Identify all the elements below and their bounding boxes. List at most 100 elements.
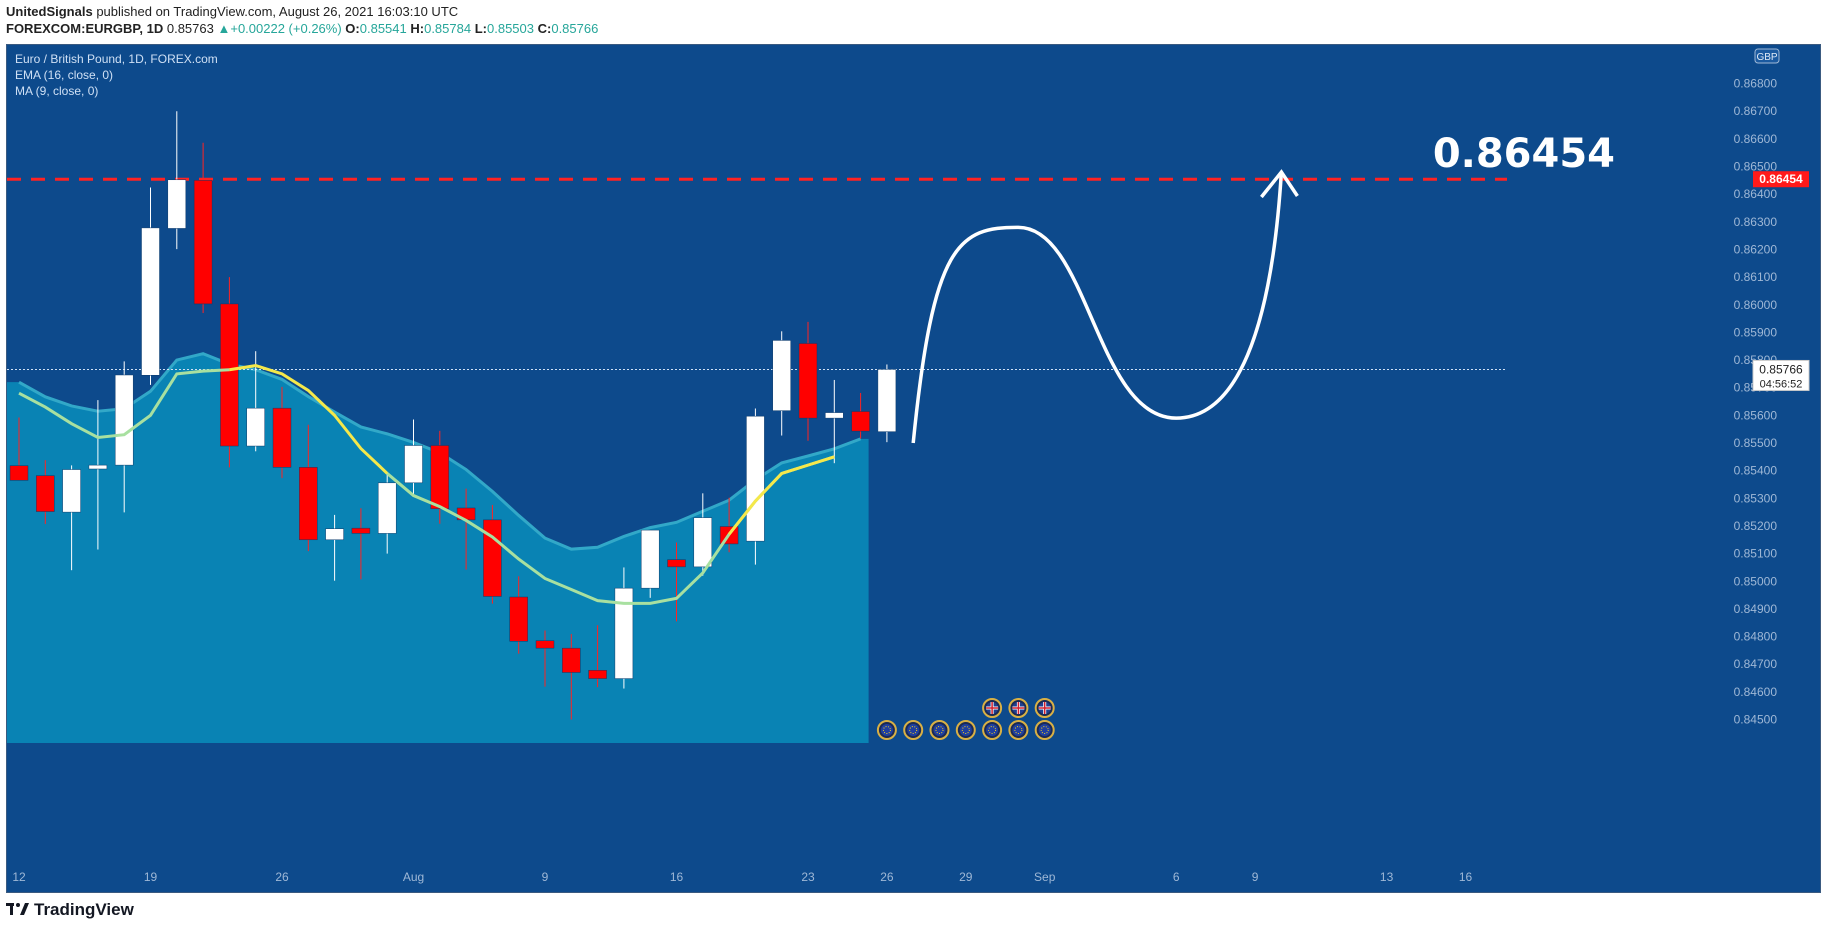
target-price-tag: 0.86454 <box>1753 171 1809 188</box>
time-tick-label: Aug <box>403 870 424 884</box>
bearish-candle[interactable] <box>272 407 292 468</box>
price-tick-label: 0.86600 <box>1734 132 1778 146</box>
bearish-candle[interactable] <box>535 640 555 649</box>
time-tick-label: 29 <box>959 870 973 884</box>
bullish-candle[interactable] <box>325 528 344 541</box>
currency-badge-text: GBP <box>1756 52 1777 63</box>
price-chart[interactable]: 0.84500 0.84600 0.84700 0.84800 0.84900 0.850… <box>7 45 1820 892</box>
eu-flag-icon[interactable] <box>1008 720 1029 740</box>
bearish-candle[interactable] <box>351 527 371 534</box>
price-tick-label: 0.84600 <box>1734 685 1778 699</box>
bearish-candle[interactable] <box>299 467 318 541</box>
bullish-candle[interactable] <box>404 445 423 484</box>
time-tick-label: 12 <box>12 870 26 884</box>
current-price-tag: 0.85766 04:56:52 <box>1752 359 1810 391</box>
bullish-candle[interactable] <box>772 340 791 411</box>
ema-fill-area <box>7 45 1557 892</box>
price-tick-label: 0.86800 <box>1734 77 1778 91</box>
projection-layer <box>911 169 1299 444</box>
uk-flag-icon[interactable] <box>1034 698 1055 718</box>
price-tick-label: 0.86700 <box>1734 104 1778 118</box>
change-arrow-icon: ▲ <box>217 21 231 36</box>
bearish-candle[interactable] <box>667 559 686 568</box>
bullish-candle[interactable] <box>62 469 81 513</box>
legend-ma[interactable]: MA (9, close, 0) <box>15 84 98 98</box>
eu-flag-icon[interactable] <box>903 720 924 740</box>
ma-line-segment <box>727 455 835 536</box>
time-axis[interactable]: 12 19 26 Aug 9 16 23 26 29 Sep 6 9 13 16 <box>12 870 1472 884</box>
price-tick-label: 0.86100 <box>1734 270 1778 284</box>
bearish-candle[interactable] <box>851 411 870 432</box>
indicator-lines-layer <box>18 364 835 605</box>
eu-flag-icon[interactable] <box>955 720 976 740</box>
projection-path[interactable] <box>911 171 1284 444</box>
bullish-candle[interactable] <box>377 482 397 534</box>
symbol-info-bar: FOREXCOM:EURGBP, 1D 0.85763 ▲+0.00222 (+… <box>6 21 598 36</box>
bearish-candle[interactable] <box>509 596 528 642</box>
arrow-head-icon <box>1260 169 1299 199</box>
bearish-candle[interactable] <box>430 445 450 510</box>
bullish-candle[interactable] <box>825 412 844 419</box>
price-tick-label: 0.85300 <box>1734 491 1778 505</box>
bullish-candle[interactable] <box>746 415 765 542</box>
chart-panel[interactable]: 0.84500 0.84600 0.84700 0.84800 0.84900 0.850… <box>6 44 1821 893</box>
eu-flag-icon[interactable] <box>982 720 1003 740</box>
bullish-candle[interactable] <box>877 369 897 432</box>
bearish-candle[interactable] <box>36 475 55 512</box>
published-text: published on TradingView.com, August 26,… <box>96 4 459 19</box>
publisher-name[interactable]: UnitedSignals <box>6 4 93 19</box>
low-label: L: <box>474 21 487 36</box>
publish-info: UnitedSignals published on TradingView.c… <box>6 4 458 19</box>
ma-line-segment <box>18 368 230 440</box>
time-tick-label: 26 <box>880 870 894 884</box>
price-tick-label: 0.86400 <box>1734 187 1778 201</box>
bullish-candle[interactable] <box>614 587 634 679</box>
price-change: +0.00222 (+0.26%) <box>230 21 342 36</box>
ema-area-fill <box>7 353 869 743</box>
bullish-candle[interactable] <box>114 374 134 466</box>
time-tick-label: Sep <box>1034 870 1056 884</box>
price-tick-label: 0.86200 <box>1734 242 1778 256</box>
price-tick-label: 0.85500 <box>1734 436 1778 450</box>
time-tick-label: 9 <box>1252 870 1259 884</box>
time-tick-label: 23 <box>801 870 815 884</box>
price-tick-label: 0.86000 <box>1734 298 1778 312</box>
bullish-candle[interactable] <box>141 227 160 376</box>
high-value: 0.85784 <box>424 21 472 36</box>
bullish-candle[interactable] <box>88 464 108 470</box>
bearish-candle[interactable] <box>193 180 213 305</box>
open-label: O: <box>345 21 360 36</box>
price-tick-label: 0.85900 <box>1734 325 1778 339</box>
bearish-candle[interactable] <box>220 303 239 447</box>
bearish-candle[interactable] <box>588 670 607 679</box>
close-label: C: <box>537 21 552 36</box>
bullish-candle[interactable] <box>167 179 187 229</box>
bearish-candle[interactable] <box>9 465 29 481</box>
price-axis[interactable]: 0.84500 0.84600 0.84700 0.84800 0.84900 0.850… <box>1557 45 1820 892</box>
target-label: 0.86454 <box>1433 131 1615 177</box>
current-price-text: 0.85766 <box>1759 362 1803 376</box>
eu-flag-icon[interactable] <box>876 720 897 740</box>
brand-footer[interactable]: TradingView <box>6 900 134 920</box>
currency-badge[interactable]: GBP <box>1754 48 1780 64</box>
uk-flag-icon[interactable] <box>1008 698 1029 718</box>
price-tick-label: 0.84800 <box>1734 630 1778 644</box>
eu-flag-icon[interactable] <box>1034 720 1055 740</box>
bullish-candle[interactable] <box>693 517 713 568</box>
legend-title: Euro / British Pound, 1D, FOREX.com <box>15 52 218 66</box>
bearish-candle[interactable] <box>798 343 818 419</box>
price-tick-label: 0.84500 <box>1734 713 1778 727</box>
bullish-candle[interactable] <box>640 529 660 589</box>
legend-ema[interactable]: EMA (16, close, 0) <box>15 68 113 82</box>
eu-flag-icon[interactable] <box>929 720 950 740</box>
uk-flag-icon[interactable] <box>982 698 1003 718</box>
open-value: 0.85541 <box>359 21 407 36</box>
candles-layer <box>9 111 897 720</box>
high-label: H: <box>410 21 425 36</box>
bullish-candle[interactable] <box>246 407 265 447</box>
time-tick-label: 16 <box>1459 870 1473 884</box>
countdown-text: 04:56:52 <box>1760 378 1803 390</box>
price-tick-label: 0.85000 <box>1734 574 1778 588</box>
bearish-candle[interactable] <box>562 647 581 673</box>
symbol-label: FOREXCOM:EURGBP, 1D <box>6 21 164 36</box>
